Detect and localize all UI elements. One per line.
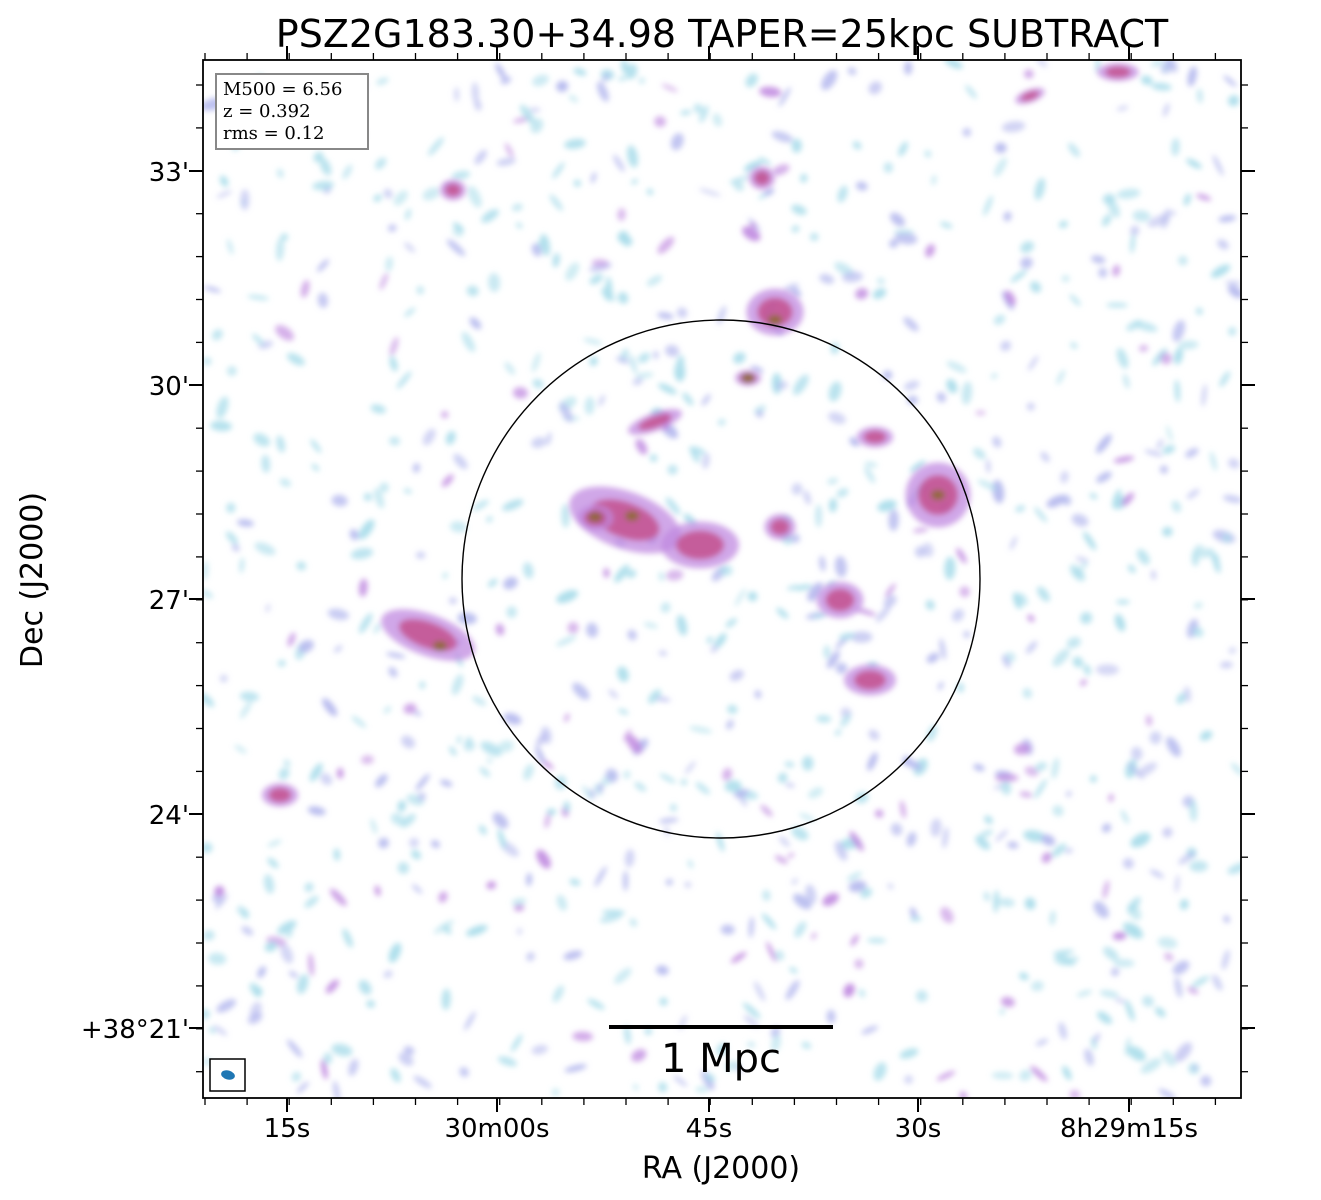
info-mass: M500 = 6.56 bbox=[223, 79, 342, 100]
x-tick-label: 15s bbox=[264, 1114, 311, 1144]
x-tick-label: 45s bbox=[686, 1114, 733, 1144]
y-tick-label: 30' bbox=[149, 372, 189, 402]
radio-emission-layer bbox=[203, 60, 1241, 1098]
info-redshift: z = 0.392 bbox=[223, 101, 311, 122]
x-tick-label: 30m00s bbox=[444, 1114, 549, 1144]
y-axis-label: Dec (J2000) bbox=[15, 492, 50, 668]
y-tick-label: +38°21' bbox=[81, 1015, 189, 1045]
x-tick-labels: 15s 30m00s 45s 30s 8h29m15s bbox=[264, 1114, 1198, 1144]
figure-title: PSZ2G183.30+34.98 TAPER=25kpc SUBTRACT bbox=[276, 12, 1169, 56]
x-axis-label: RA (J2000) bbox=[642, 1151, 800, 1186]
x-tick-label: 8h29m15s bbox=[1060, 1114, 1198, 1144]
info-rms: rms = 0.12 bbox=[223, 123, 325, 144]
image-panel bbox=[189, 46, 1255, 1112]
beam-ellipse bbox=[221, 1070, 235, 1080]
x-tick-label: 30s bbox=[895, 1114, 942, 1144]
y-tick-labels: 33' 30' 27' 24' +38°21' bbox=[81, 158, 189, 1045]
plot-frame bbox=[202, 59, 1242, 1099]
y-tick-label: 33' bbox=[149, 158, 189, 188]
info-box: M500 = 6.56 z = 0.392 rms = 0.12 bbox=[215, 73, 369, 150]
scale-bar-label: 1 Mpc bbox=[661, 1036, 781, 1082]
y-tick-label: 24' bbox=[149, 801, 189, 831]
scale-bar: 1 Mpc bbox=[609, 1025, 833, 1082]
axis-ticks bbox=[189, 46, 1255, 1112]
y-tick-label: 27' bbox=[149, 586, 189, 616]
beam-box bbox=[209, 1058, 246, 1092]
r500-circle bbox=[461, 319, 981, 839]
